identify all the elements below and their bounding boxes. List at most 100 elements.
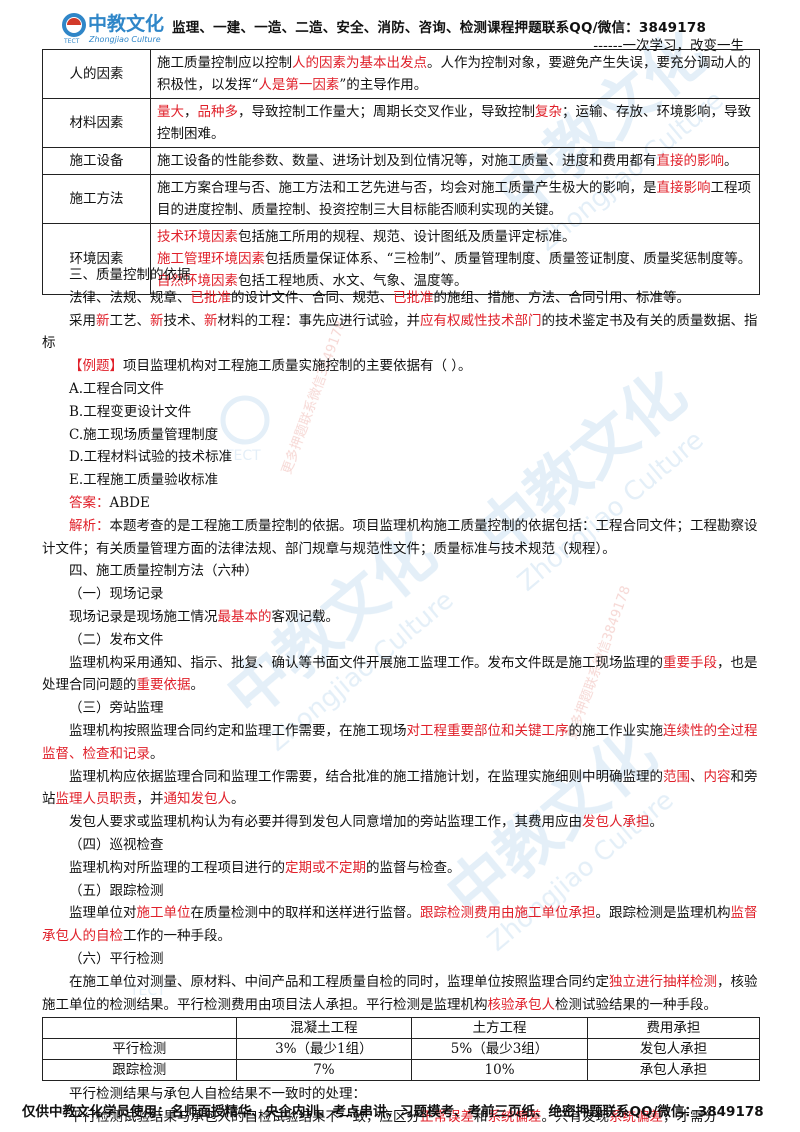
- page-header: 中教文化 Zhongjiao Culture TECT 监理、一建、一造、二造、…: [0, 0, 800, 54]
- s3-paragraph-1: 监理机构按照监理合同约定和监理工作需要，在施工现场对工程重要部位和关键工序的施工…: [42, 720, 760, 766]
- body-text: 。: [231, 791, 245, 808]
- body-text: 监理单位对: [69, 905, 137, 922]
- s5-title: （五）跟踪检测: [69, 882, 164, 899]
- body-text: 。: [649, 814, 664, 831]
- highlight-text: 定期或不定期: [285, 859, 366, 876]
- body-text: 施工设备的性能参数、数量、进场计划及到位情况等，对施工质量、进度和费用都有: [157, 153, 657, 169]
- s6-paragraph: 在施工单位对测量、原材料、中间产品和工程质量自检的同时，监理单位按照监理合同约定…: [42, 971, 760, 1017]
- body-text: ；运输、存放、环境影响，导致控制困难。: [157, 104, 751, 142]
- table-header-cell: [42, 1017, 237, 1040]
- highlight-text: 重要手段: [663, 654, 717, 671]
- highlight-text: 系统偏差: [609, 1109, 663, 1126]
- table-cell: 承包人承担: [586, 1059, 761, 1082]
- highlight-text: 自然环境因素: [157, 273, 238, 289]
- highlight-text: 已批准: [190, 289, 232, 306]
- s5-paragraph: 监理单位对施工单位在质量检测中的取样和送样进行监督。跟踪检测费用由施工单位承担。…: [42, 902, 760, 948]
- document-body: 三、质量控制的依据 法律、法规、规章、已批准的设计文件、合同、规范、已批准的施组…: [42, 264, 761, 1129]
- body-text: 。: [724, 153, 738, 169]
- factor-name: 材料因素: [42, 98, 151, 148]
- body-text: 。跟踪检测是监理机构: [595, 905, 731, 922]
- tail-paragraph-2: 平行检测试验结果与承包人的自检试验结果不一致，应区分正常误差和系统偏差。只有发现…: [42, 1106, 760, 1129]
- highlight-text: 人是第一因素: [258, 77, 340, 93]
- factor-description: 施工设备的性能参数、数量、进场计划及到位情况等，对施工质量、进度和费用都有直接的…: [150, 147, 760, 175]
- body-text: ，导致控制工作量大；周期长交叉作业，导致控制: [238, 104, 535, 120]
- section3-p1: 法律、法规、规章、已批准的设计文件、合同、规范、已批准的施组、措施、方法、合同引…: [42, 287, 760, 310]
- table-row: 平行检测 3%（最少1组） 5%（最少3组） 发包人承担: [42, 1038, 761, 1061]
- compare-table: 混凝土工程 土方工程 费用承担 平行检测 3%（最少1组） 5%（最少3组） 发包人承担 跟踪…: [42, 1017, 761, 1082]
- highlight-text: 施工管理环境因素: [157, 251, 265, 267]
- body-text: 检测试验结果的一种手段。: [555, 996, 717, 1013]
- factor-line: 自然环境因素包括工程地质、水文、气象、温度等。: [157, 270, 753, 292]
- body-text: 的施组、措施、方法、合同引用、标准等。: [433, 289, 691, 306]
- logo-sub: Zhongjiao Culture: [88, 35, 161, 44]
- body-text: 的设计文件、合同、规范、: [231, 289, 393, 306]
- body-text: 包括质量保证体系、“三检制”、质量管理制度、质量签证制度、质量奖惩制度等。: [265, 251, 752, 267]
- body-text: 监理机构采用通知、指示、批复、确认等书面文件开展施工监理工作。发布文件既是施工现…: [69, 654, 663, 671]
- highlight-text: 直接影响: [656, 180, 711, 196]
- section3-p2: 采用新工艺、新技术、新材料的工程：事先应进行试验，并应有权威性技术部门的技术鉴定…: [42, 310, 760, 356]
- body-text: 工艺、: [109, 312, 151, 329]
- example-question: 【例题】项目监理机构对工程施工质量实施控制的主要依据有（ ）。: [42, 355, 760, 378]
- s3-paragraph-2: 监理机构应依据监理合同和监理工作需要，结合批准的施工措施计划，在监理实施细则中明…: [42, 766, 760, 812]
- s6-title: （六）平行检测: [69, 950, 164, 967]
- highlight-text: 复杂: [535, 104, 562, 120]
- body-text: 采用: [69, 312, 96, 329]
- table-cell: 5%（最少3组）: [411, 1038, 588, 1061]
- s4-title: （四）巡视检查: [69, 836, 164, 853]
- highlight-text: 正常误差: [420, 1109, 474, 1126]
- logo-tect: TECT: [63, 38, 80, 45]
- highlight-text: 最基本的: [217, 608, 272, 625]
- s3-title: （三）旁站监理: [69, 700, 164, 717]
- table-row: 人的因素 施工质量控制应以控制人的因素为基本出发点。人作为控制对象，要避免产生失误…: [42, 49, 760, 99]
- factor-name: 环境因素: [42, 223, 151, 295]
- highlight-text: 量大: [157, 104, 184, 120]
- highlight-text: 监督承包人的自检: [42, 905, 758, 945]
- body-text: 。: [190, 677, 205, 694]
- factor-description: 技术环境因素包括施工所用的规程、规范、设计图纸及质量评定标准。 施工管理环境因素包…: [150, 223, 760, 295]
- table-cell: 平行检测: [42, 1038, 237, 1061]
- body-text: 发包人要求或监理机构认为有必要并得到发包人同意增加的旁站监理工作，其费用应由: [69, 814, 582, 831]
- example-question-text: 项目监理机构对工程施工质量实施控制的主要依据有（ ）。: [123, 358, 472, 375]
- highlight-text: 通知发包人: [163, 791, 232, 808]
- section3-heading: 三、质量控制的依据: [69, 267, 191, 283]
- s2-title: （二）发布文件: [69, 631, 164, 648]
- logo-text: 中教文化: [88, 12, 164, 35]
- body-text: 包括施工所用的规程、规范、设计图纸及质量评定标准。: [238, 229, 576, 245]
- factors-table: 人的因素 施工质量控制应以控制人的因素为基本出发点。人作为控制对象，要避免产生失误…: [42, 49, 760, 295]
- highlight-text: 内容: [703, 768, 731, 785]
- highlight-text: 应有权威性技术部门: [420, 312, 542, 329]
- body-text: 监理机构按照监理合同约定和监理工作需要，在施工现场: [69, 722, 407, 739]
- body-text: 包括工程地质、水文、气象、温度等。: [238, 273, 468, 289]
- answer-label: 答案：: [69, 494, 110, 511]
- table-header-cell: 土方工程: [411, 1017, 588, 1040]
- body-text: 监理机构应依据监理合同和监理工作需要，结合批准的施工措施计划，在监理实施细则中明…: [69, 768, 663, 785]
- option-a: A.工程合同文件: [69, 380, 165, 397]
- highlight-text: 独立进行抽样检测: [609, 973, 717, 990]
- highlight-text: 已批准: [393, 289, 434, 306]
- factor-description: 施工质量控制应以控制人的因素为基本出发点。人作为控制对象，要避免产生失误，要充分…: [150, 49, 760, 99]
- body-text: ，: [184, 104, 198, 120]
- body-text: ，也是处理合同问题的: [42, 654, 758, 694]
- s2-paragraph: 监理机构采用通知、指示、批复、确认等书面文件开展施工监理工作。发布文件既是施工现…: [42, 652, 760, 698]
- analysis-text: 本题考查的是工程施工质量控制的依据。项目监理机构施工质量控制的依据包括：工程合同…: [42, 517, 758, 557]
- body-text: 。人作为控制对象，要避免产生失误，要充分调动人的积极性，以发挥“: [157, 55, 751, 93]
- factor-name: 人的因素: [42, 49, 151, 99]
- table-row: 环境因素 技术环境因素包括施工所用的规程、规范、设计图纸及质量评定标准。 施工管理环…: [42, 223, 760, 295]
- highlight-text: 直接的影响: [656, 153, 725, 169]
- factor-description: 施工方案合理与否、施工方法和工艺先进与否，均会对施工质量产生极大的影响，是直接影…: [150, 174, 760, 224]
- body-text: 的监督与检查。: [366, 859, 461, 876]
- body-text: ，并: [136, 791, 164, 808]
- analysis-label: 解析：: [69, 517, 110, 534]
- table-cell: 7%: [235, 1059, 413, 1082]
- table-header-cell: 费用承担: [586, 1017, 761, 1040]
- body-text: 在施工单位对测量、原材料、中间产品和工程质量自检的同时，监理单位按照监理合同约定: [69, 973, 609, 990]
- body-text: 工作的一种手段。: [123, 928, 231, 945]
- table-row: 混凝土工程 土方工程 费用承担: [42, 1017, 761, 1040]
- table-cell: 发包人承担: [586, 1038, 761, 1061]
- highlight-text: 对工程重要部位和关键工序: [406, 722, 569, 739]
- table-row: 跟踪检测 7% 10% 承包人承担: [42, 1059, 761, 1082]
- highlight-text: 施工单位: [136, 905, 191, 922]
- highlight-text: 重要依据: [136, 677, 191, 694]
- table-row: 施工方法 施工方案合理与否、施工方法和工艺先进与否，均会对施工质量产生极大的影响，…: [42, 174, 760, 224]
- body-text: 的技术鉴定书及有关的质量数据、指标: [42, 312, 758, 352]
